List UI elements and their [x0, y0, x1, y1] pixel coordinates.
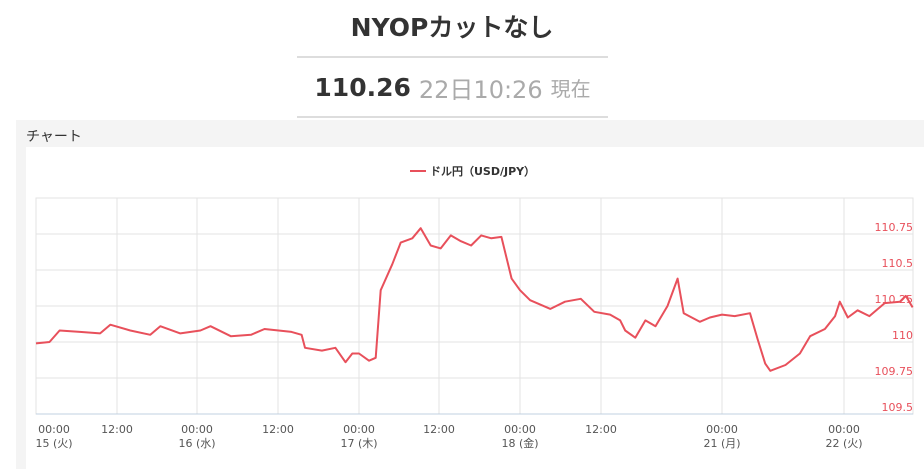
- chart-panel: チャート: [16, 120, 924, 469]
- x-tick-date: 16 (水): [178, 437, 215, 450]
- x-tick-time: 12:00: [262, 423, 294, 436]
- price-timestamp: 22日10:26: [418, 75, 543, 104]
- y-tick-label: 110.5: [882, 257, 914, 270]
- page-title: NYOPカットなし: [350, 13, 554, 42]
- x-tick-date: 17 (木): [340, 437, 377, 450]
- current-price: 110.26: [314, 72, 411, 102]
- series-line-usdjpy: [35, 227, 914, 372]
- legend-label: ドル円（USD/JPY）: [430, 165, 535, 178]
- price-display: 110.26 22日10:26 現在: [297, 56, 608, 118]
- x-tick-date: 18 (金): [501, 436, 538, 450]
- chart-container: [26, 147, 924, 469]
- x-tick-time: 00:00: [343, 423, 375, 436]
- x-tick-time: 00:00: [38, 423, 70, 436]
- panel-title: チャート: [26, 129, 82, 145]
- y-tick-label: 109.5: [882, 401, 914, 414]
- x-tick-time: 00:00: [504, 423, 536, 436]
- x-tick-time: 12:00: [585, 423, 617, 436]
- x-tick-time: 12:00: [423, 423, 455, 436]
- x-tick-date: 22 (火): [825, 437, 862, 450]
- x-tick-time: 00:00: [181, 423, 213, 436]
- now-label: 現在: [550, 76, 591, 101]
- x-tick-date: 15 (火): [35, 437, 72, 450]
- x-tick-time: 00:00: [706, 423, 738, 436]
- y-tick-label: 109.75: [875, 365, 914, 378]
- y-tick-label: 110: [892, 329, 913, 342]
- y-tick-label: 110.75: [875, 221, 914, 234]
- x-tick-time: 12:00: [101, 423, 133, 436]
- x-tick-time: 00:00: [828, 423, 860, 436]
- x-tick-date: 21 (月): [703, 437, 740, 450]
